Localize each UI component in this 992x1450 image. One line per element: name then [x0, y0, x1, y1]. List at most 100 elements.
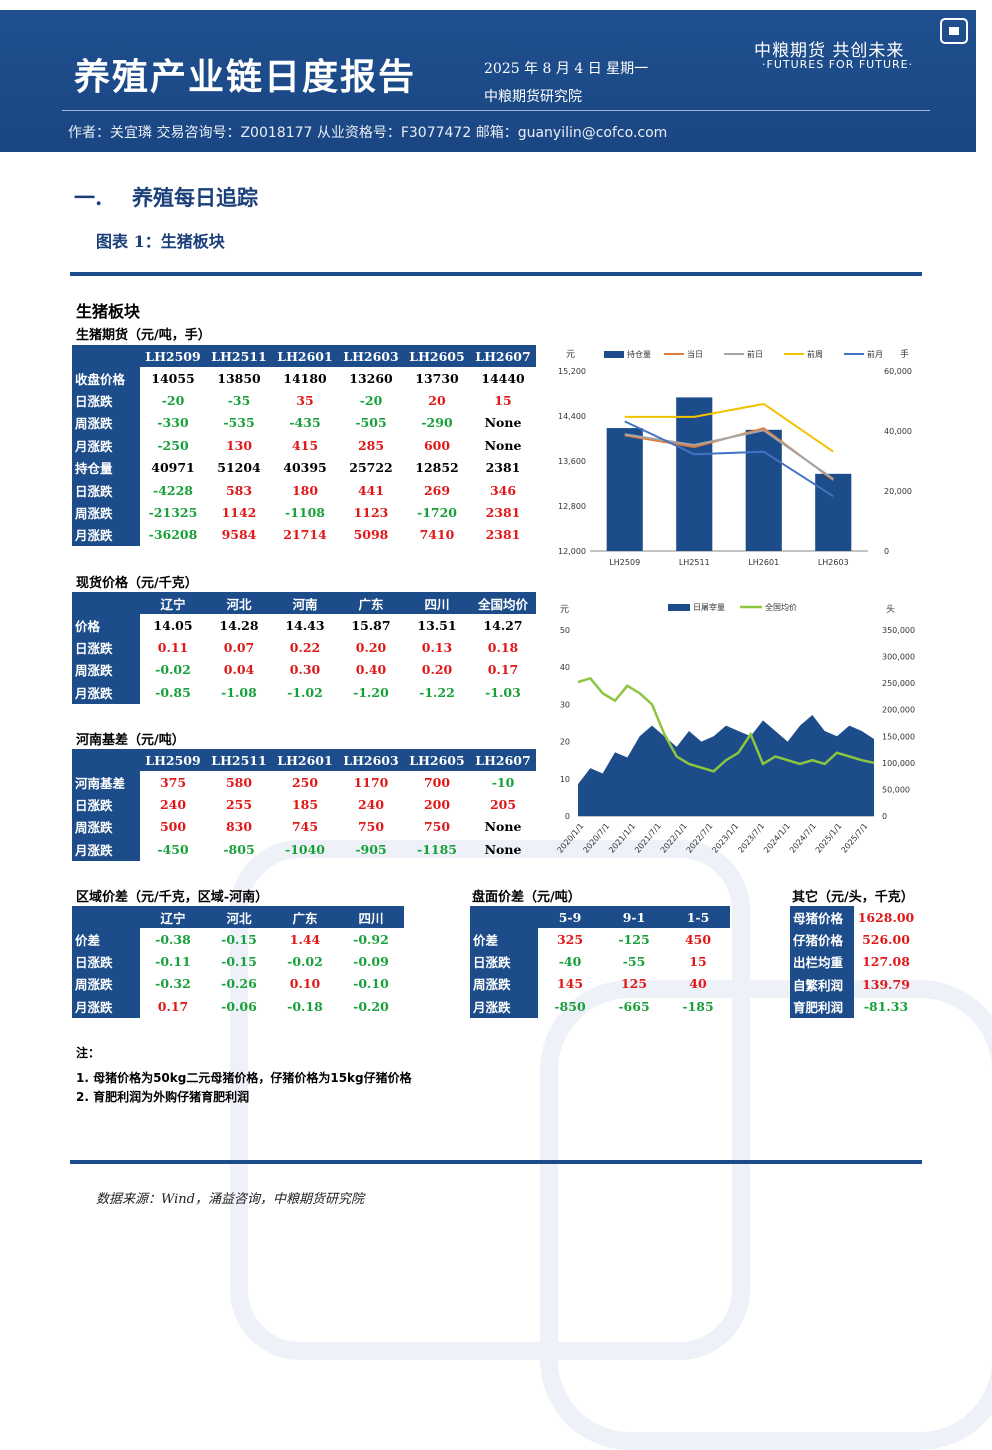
table-cell: 325 — [556, 931, 584, 947]
table-cell: 5098 — [353, 527, 389, 543]
x-tick-label: LH2603 — [818, 558, 849, 567]
table-cell: -0.06 — [221, 998, 257, 1014]
row-label: 周涨跌 — [72, 501, 140, 524]
table-row: 月涨跌 -0.85 -1.08 -1.02 -1.20 -1.22 -1.03 — [72, 681, 536, 704]
table-row: 月涨跌 -850 -665 -185 — [470, 995, 730, 1018]
table-row: 价格 14.05 14.28 14.43 15.87 13.51 14.27 — [72, 614, 536, 637]
column-header: LH2603 — [338, 749, 404, 771]
table-cell: -805 — [223, 841, 255, 857]
y2-axis-unit: 头 — [886, 604, 895, 615]
table-cell: 0.40 — [355, 662, 387, 678]
y2-tick-label: 40,000 — [884, 427, 912, 436]
table-cell: 526.00 — [862, 932, 910, 948]
table-cell: 0.10 — [289, 976, 321, 992]
table-cell: 14440 — [481, 370, 525, 386]
futures-chart: 元 手 12,000 12,800 13,600 14,400 15,200 0 20,000 4… — [558, 348, 912, 567]
table-cell: None — [484, 437, 522, 453]
column-header: LH2605 — [404, 749, 470, 771]
table-cell: 14.27 — [483, 617, 523, 633]
table-cell: 127.08 — [862, 954, 910, 970]
row-label: 仔猪价格 — [790, 928, 854, 951]
y2-tick-label: 100,000 — [882, 759, 915, 768]
table-cell: -1.02 — [287, 684, 323, 700]
table-cell: 1628.00 — [857, 909, 915, 925]
table-row: 持仓量 40971 51204 40395 25722 12852 2381 — [72, 456, 536, 479]
futures-table: LH2509 LH2511 LH2601 LH2603 LH2605 LH2607 收盘价格… — [72, 345, 536, 547]
series-line — [577, 676, 875, 773]
basis-caption: 河南基差（元/吨） — [76, 733, 185, 748]
table-cell: -850 — [554, 998, 586, 1014]
table-cell: 0.17 — [487, 662, 519, 678]
row-label: 母猪价格 — [790, 906, 854, 929]
legend-label: 日屠宰量 — [693, 602, 725, 612]
row-label: 日涨跌 — [72, 793, 140, 816]
table-cell: -21325 — [148, 505, 198, 521]
legend-label: 前月 — [867, 349, 883, 359]
table-cell: 500 — [159, 819, 187, 835]
legend-label: 持仓量 — [627, 349, 651, 359]
row-label: 日涨跌 — [470, 950, 538, 973]
basis-grid: LH2509 LH2511 LH2601 LH2603 LH2605 LH2607 河南基差… — [72, 749, 536, 861]
y-axis-unit: 元 — [560, 605, 569, 615]
row-label: 日涨跌 — [72, 636, 140, 659]
row-label: 周涨跌 — [72, 658, 140, 682]
table-corner — [72, 345, 140, 367]
y2-axis-unit: 手 — [900, 348, 909, 360]
futures-grid: LH2509 LH2511 LH2601 LH2603 LH2605 LH2607 收盘价格… — [72, 345, 536, 547]
table-corner — [72, 906, 140, 928]
table-cell: -4228 — [153, 482, 193, 498]
background-decoration — [540, 980, 992, 1450]
spot-table: 辽宁 河北 河南 广东 四川 全国均价 价格 14.05 14.28 14.43 15.87 13.5… — [72, 592, 536, 704]
area-series — [578, 715, 874, 816]
table-cell: -0.02 — [155, 662, 191, 678]
column-header: 广东 — [338, 592, 404, 614]
figure-title: 图表 1：生猪板块 — [96, 232, 225, 251]
table-cell: 35 — [296, 393, 314, 409]
row-label: 日涨跌 — [72, 478, 140, 502]
table-cell: -0.15 — [221, 931, 257, 947]
table-row: 周涨跌 -330 -535 -435 -505 -290 None — [72, 411, 536, 435]
column-header: LH2603 — [338, 345, 404, 367]
row-label: 周涨跌 — [470, 972, 538, 996]
footer-divider — [70, 1160, 922, 1164]
column-header: 辽宁 — [140, 592, 206, 614]
column-header: 5-9 — [538, 906, 602, 928]
table-cell: 14.43 — [285, 617, 325, 633]
table-row: 月涨跌 -36208 9584 21714 5098 7410 2381 — [72, 523, 536, 547]
table-cell: -1.22 — [419, 684, 455, 700]
table-cell: 40 — [689, 976, 707, 992]
table-cell: 583 — [225, 482, 253, 498]
table-cell: -0.15 — [221, 954, 257, 970]
row-label: 价格 — [72, 614, 140, 637]
bar — [815, 473, 852, 551]
table-cell: -81.33 — [863, 999, 909, 1015]
table-row: 日涨跌 -20 -35 35 -20 20 15 — [72, 389, 536, 412]
table-row: 日涨跌 0.11 0.07 0.22 0.20 0.13 0.18 — [72, 636, 536, 659]
author-line: 作者：关宜璘 交易咨询号：Z0018177 从业资格号：F3077472 邮箱：… — [68, 125, 668, 141]
row-label: 育肥利润 — [790, 995, 854, 1018]
bar — [745, 429, 782, 551]
table-cell: -905 — [355, 841, 387, 857]
column-header: 四川 — [338, 906, 404, 928]
table-row: 日涨跌 -0.11 -0.15 -0.02 -0.09 — [72, 950, 404, 973]
table-cell: 450 — [684, 931, 712, 947]
table-cell: 13730 — [415, 370, 459, 386]
table-cell: -0.18 — [287, 998, 323, 1014]
table-row: 收盘价格 14055 13850 14180 13260 13730 14440 — [72, 367, 536, 390]
table-cell: -0.85 — [155, 684, 191, 700]
table-cell: -0.11 — [155, 954, 191, 970]
y2-tick-label: 20,000 — [884, 487, 912, 496]
table-cell: -0.10 — [353, 976, 389, 992]
table-cell: 51204 — [217, 460, 261, 476]
section-heading: 养殖每日追踪 — [132, 185, 258, 210]
regional-caption: 区域价差（元/千克，区域-河南） — [76, 890, 269, 905]
column-header: LH2601 — [272, 749, 338, 771]
table-row: 日涨跌 -40 -55 15 — [470, 950, 730, 973]
table-cell: -535 — [223, 415, 255, 431]
y-tick-label: 12,000 — [558, 547, 586, 556]
table-cell: -435 — [289, 415, 321, 431]
regional-grid: 辽宁 河北 广东 四川 价差 -0.38 -0.15 1.44 -0.92 日涨跌 -0.11 -0.… — [72, 906, 404, 1018]
table-cell: 185 — [291, 797, 319, 813]
table-cell: 415 — [291, 437, 319, 453]
column-header: 广东 — [272, 906, 338, 928]
